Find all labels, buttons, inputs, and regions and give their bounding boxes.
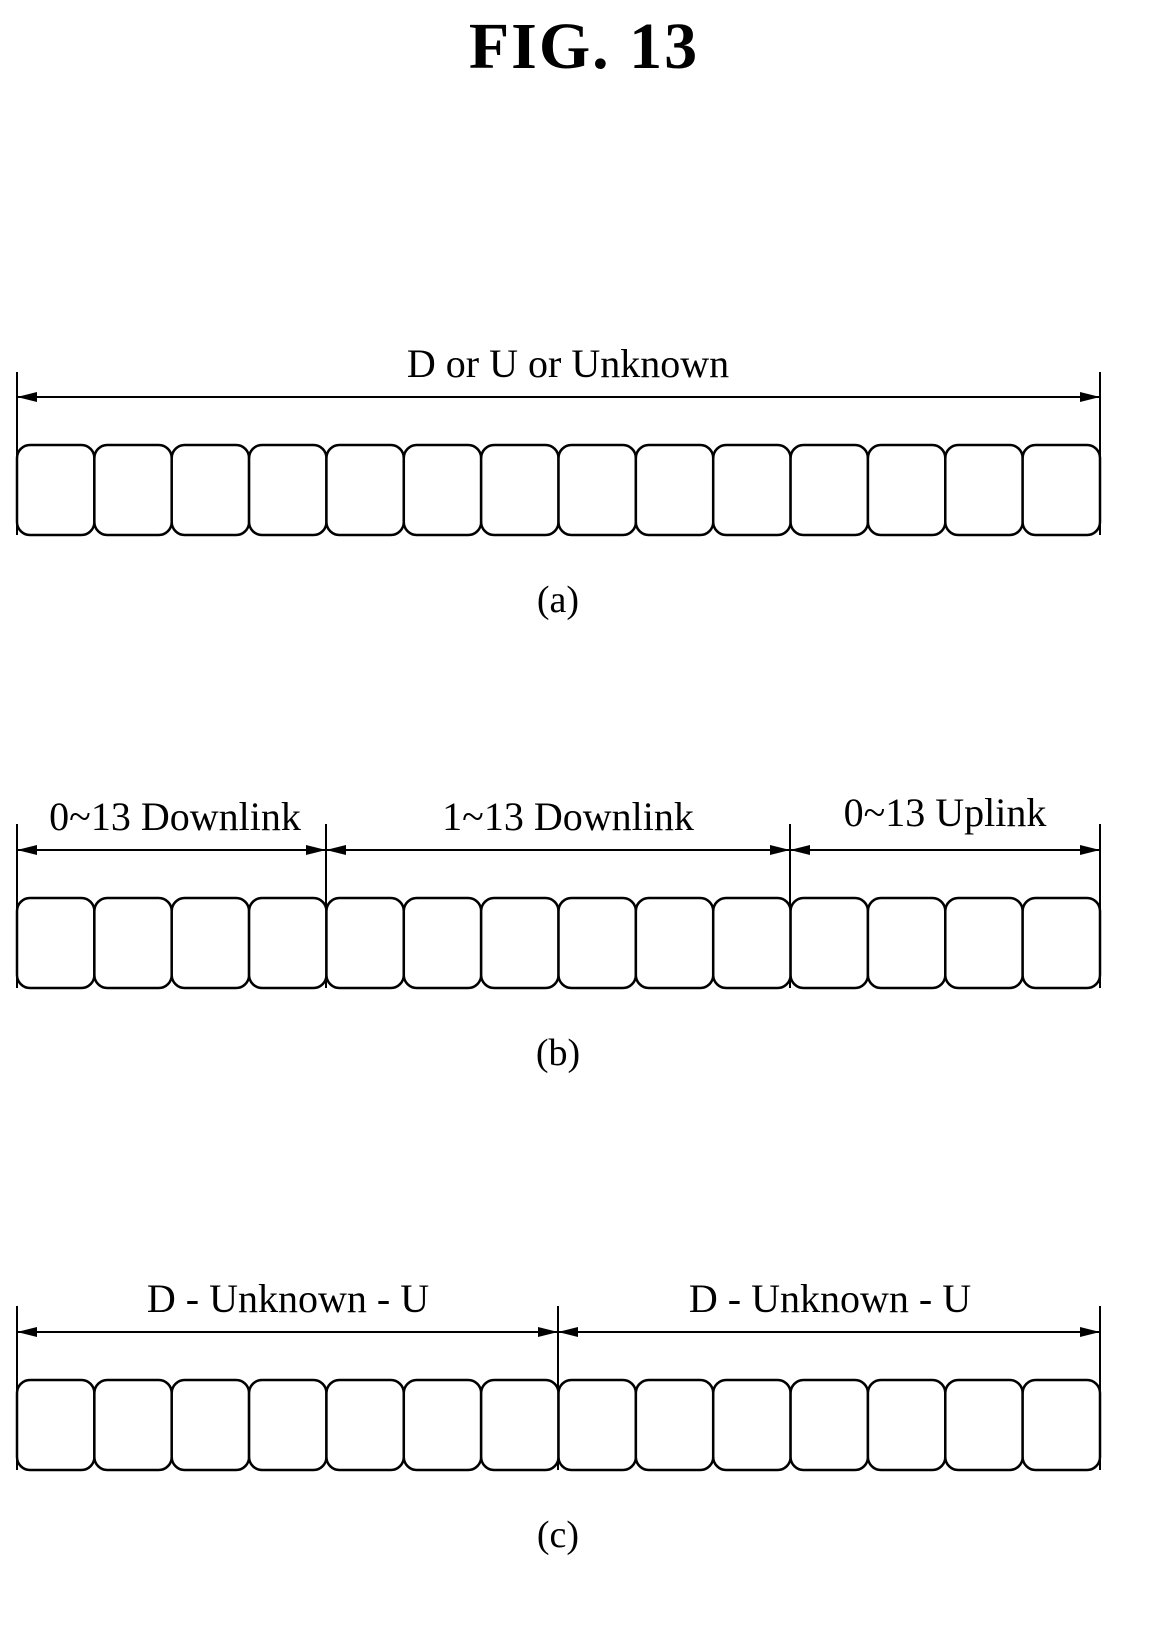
slot-box [404,1380,481,1470]
slot-box [559,445,636,535]
panel-a-caption: (a) [537,579,579,621]
slot-box [172,445,249,535]
slot-box [559,898,636,988]
slot-box [713,445,790,535]
slot-box [945,898,1022,988]
panel-c-caption: (c) [537,1514,579,1556]
panel-c-span-label-1: D - Unknown - U [147,1276,429,1321]
slot-box [636,445,713,535]
slot-box [945,445,1022,535]
slot-box [249,898,326,988]
slot-box [404,898,481,988]
panel-b-span-label-3: 0~13 Uplink [844,790,1047,835]
panel-b-span-label-2: 1~13 Downlink [442,794,694,839]
slot-box [404,445,481,535]
slot-box [1023,445,1100,535]
slot-box [1023,898,1100,988]
slot-box [249,1380,326,1470]
slot-box [17,898,94,988]
slot-box [94,898,171,988]
slot-box [17,1380,94,1470]
figure-title: FIG. 13 [469,10,699,83]
slot-box [636,1380,713,1470]
slot-box [636,898,713,988]
slot-box [791,1380,868,1470]
slot-box [713,1380,790,1470]
slot-box [326,898,403,988]
panel-b: 0~13 Downlink 1~13 Downlink 0~13 Uplink … [17,790,1100,1074]
slot-box [172,898,249,988]
slot-box [868,1380,945,1470]
panel-a-slot-row [17,445,1100,535]
slot-box [1023,1380,1100,1470]
slot-box [94,445,171,535]
slot-box [791,898,868,988]
panel-c: D - Unknown - U D - Unknown - U (c) [17,1276,1100,1556]
panel-a-span-label: D or U or Unknown [407,341,729,386]
slot-box [326,445,403,535]
panel-c-span-label-2: D - Unknown - U [689,1276,971,1321]
slot-box [868,445,945,535]
slot-box [481,898,558,988]
panel-a: D or U or Unknown (a) [17,341,1100,621]
slot-box [326,1380,403,1470]
slot-box [713,898,790,988]
slot-box [481,1380,558,1470]
panel-b-caption: (b) [536,1032,580,1074]
slot-box [249,445,326,535]
panel-c-slot-row [17,1380,1100,1470]
slot-box [868,898,945,988]
slot-box [94,1380,171,1470]
slot-box [481,445,558,535]
panel-b-slot-row [17,898,1100,988]
slot-box [172,1380,249,1470]
slot-box [791,445,868,535]
slot-box [17,445,94,535]
slot-box [945,1380,1022,1470]
panel-b-span-label-1: 0~13 Downlink [49,794,301,839]
slot-box [559,1380,636,1470]
